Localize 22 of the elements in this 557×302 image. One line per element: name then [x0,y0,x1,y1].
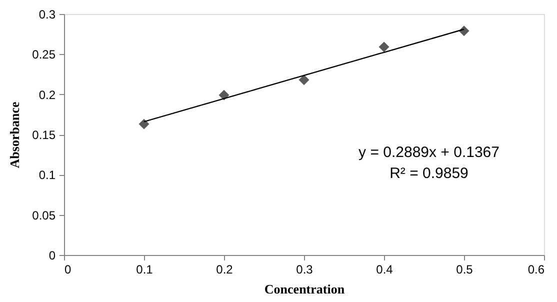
x-axis-title: Concentration [264,282,346,296]
x-tick-label: 0.1 [136,262,154,276]
y-axis-title: Absorbance [7,102,22,168]
point [138,118,150,130]
y-tick-label: 0.05 [32,208,56,222]
x-tick-label: 0.4 [376,262,394,276]
annotation: y = 0.2889x + 0.1367 [358,144,500,161]
point [298,74,310,86]
y-tick-label: 0.1 [38,168,56,182]
point [218,90,230,100]
x-tick-label: 0.3 [296,262,314,276]
y-tick-label: 0 [48,248,56,262]
y-tick-label: 0.3 [38,8,56,22]
x-tick-label: 0.6 [528,262,545,276]
point [378,42,390,52]
x-tick-label: 0.5 [456,262,474,276]
annotation: R² = 0.9859 [390,165,468,182]
x-tick-label: 0.2 [216,262,234,276]
x-tick-label: 0 [64,262,72,276]
y-tick-label: 0.25 [32,48,56,62]
y-tick-label: 0.15 [32,128,56,142]
y-tick-label: 0.2 [38,88,56,102]
